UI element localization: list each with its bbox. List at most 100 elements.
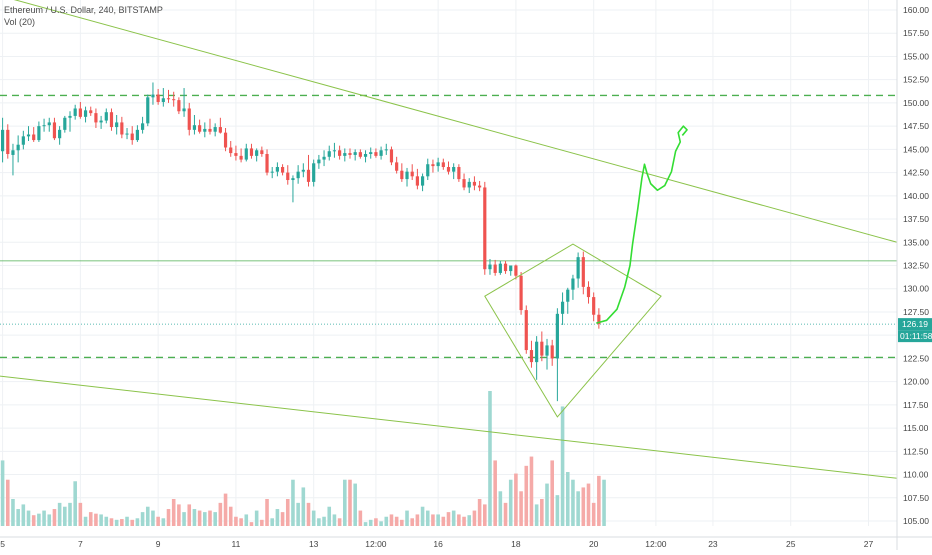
candle-body xyxy=(519,275,523,311)
candle-body xyxy=(286,172,290,181)
price-axis-label: 142.50 xyxy=(903,168,929,178)
candle-body xyxy=(389,149,394,163)
last-price-tag xyxy=(898,318,932,331)
candle-body xyxy=(550,345,554,359)
volume-bar xyxy=(602,479,606,526)
price-axis-label: 122.50 xyxy=(903,353,929,363)
volume-bar xyxy=(192,509,197,526)
candle-body xyxy=(52,122,57,139)
candle-body xyxy=(58,129,62,139)
volume-bar xyxy=(280,512,285,526)
candle-body xyxy=(161,98,165,102)
volume-bar xyxy=(213,512,217,526)
price-axis-label: 160.00 xyxy=(903,5,929,15)
time-axis-label: 12:00 xyxy=(645,539,667,549)
candle-body xyxy=(400,170,404,180)
candle-body xyxy=(223,132,228,148)
candle-body xyxy=(172,99,176,101)
volume-bar xyxy=(306,502,311,526)
candle-body xyxy=(358,152,362,157)
volume-bar xyxy=(125,516,129,526)
price-axis-label: 137.50 xyxy=(903,214,929,224)
price-axis-label: 130.00 xyxy=(903,284,929,294)
volume-bar xyxy=(109,518,114,526)
volume-bar xyxy=(171,499,176,526)
candle-body xyxy=(146,97,150,124)
volume-bar xyxy=(239,518,243,526)
volume-bar xyxy=(467,515,472,526)
price-axis-label: 152.50 xyxy=(903,75,929,85)
candle-body xyxy=(151,94,155,98)
volume-bar xyxy=(327,506,332,526)
time-axis-label: 5 xyxy=(0,539,5,549)
time-axis-label: 16 xyxy=(433,539,443,549)
candle-body xyxy=(529,350,534,363)
volume-bar xyxy=(483,504,487,526)
candle-body xyxy=(270,171,274,173)
volume-bar xyxy=(177,504,181,526)
volume-bar xyxy=(218,502,223,526)
candle-body xyxy=(514,265,518,276)
volume-bar xyxy=(223,493,228,526)
volume-bar xyxy=(296,502,300,526)
time-axis-label: 18 xyxy=(511,539,521,549)
volume-bar xyxy=(254,510,259,526)
candle-body xyxy=(78,108,82,117)
volume-bar xyxy=(120,519,124,526)
candle-body xyxy=(560,301,565,314)
candle-body xyxy=(343,153,347,156)
candle-body xyxy=(140,123,145,130)
volume-bar xyxy=(576,491,580,526)
candle-body xyxy=(120,122,124,135)
volume-bar xyxy=(311,510,316,526)
volume-bar xyxy=(156,516,160,526)
volume-bar xyxy=(508,479,513,526)
time-axis-label: 13 xyxy=(309,539,319,549)
candle-body xyxy=(415,176,419,186)
candle-body xyxy=(467,181,471,188)
volume-bar xyxy=(52,509,57,526)
volume-bar xyxy=(104,516,109,526)
volume-bar xyxy=(68,502,72,526)
candle-body xyxy=(68,115,72,118)
candle-body xyxy=(63,117,67,130)
volume-bar xyxy=(571,479,575,526)
candle-body xyxy=(239,155,243,160)
volume-bar xyxy=(560,406,565,526)
volume-bar xyxy=(457,514,461,526)
volume-bar xyxy=(197,510,202,526)
candle-body xyxy=(234,153,238,156)
candle-body xyxy=(115,122,119,128)
volume-bar xyxy=(343,479,347,526)
volume-bar xyxy=(503,502,508,526)
volume-bar xyxy=(31,515,36,526)
volume-bar xyxy=(462,516,466,526)
volume-bar xyxy=(317,518,321,526)
countdown-tag xyxy=(898,330,932,343)
volume-bar xyxy=(203,512,207,526)
volume-bar xyxy=(301,487,306,526)
candle-body xyxy=(260,150,264,155)
volume-bar xyxy=(187,504,192,526)
volume-bar xyxy=(0,460,5,526)
candle-body xyxy=(374,152,378,156)
volume-bar xyxy=(337,518,342,526)
candle-body xyxy=(462,179,466,188)
time-axis-label: 11 xyxy=(232,539,241,549)
volume-bar xyxy=(135,518,140,526)
volume-bar xyxy=(545,483,549,526)
candle-body xyxy=(198,125,202,132)
candle-body xyxy=(457,167,461,180)
candle-body xyxy=(275,167,279,172)
price-axis-label: 145.00 xyxy=(903,144,929,154)
candle-body xyxy=(296,171,300,179)
candle-body xyxy=(306,169,311,182)
volume-bar xyxy=(161,518,166,526)
candle-body xyxy=(135,129,139,141)
last-price-value: 126.19 xyxy=(902,319,928,329)
volume-bar xyxy=(88,512,93,526)
price-axis-label: 117.50 xyxy=(903,400,929,410)
volume-bar xyxy=(431,514,435,526)
